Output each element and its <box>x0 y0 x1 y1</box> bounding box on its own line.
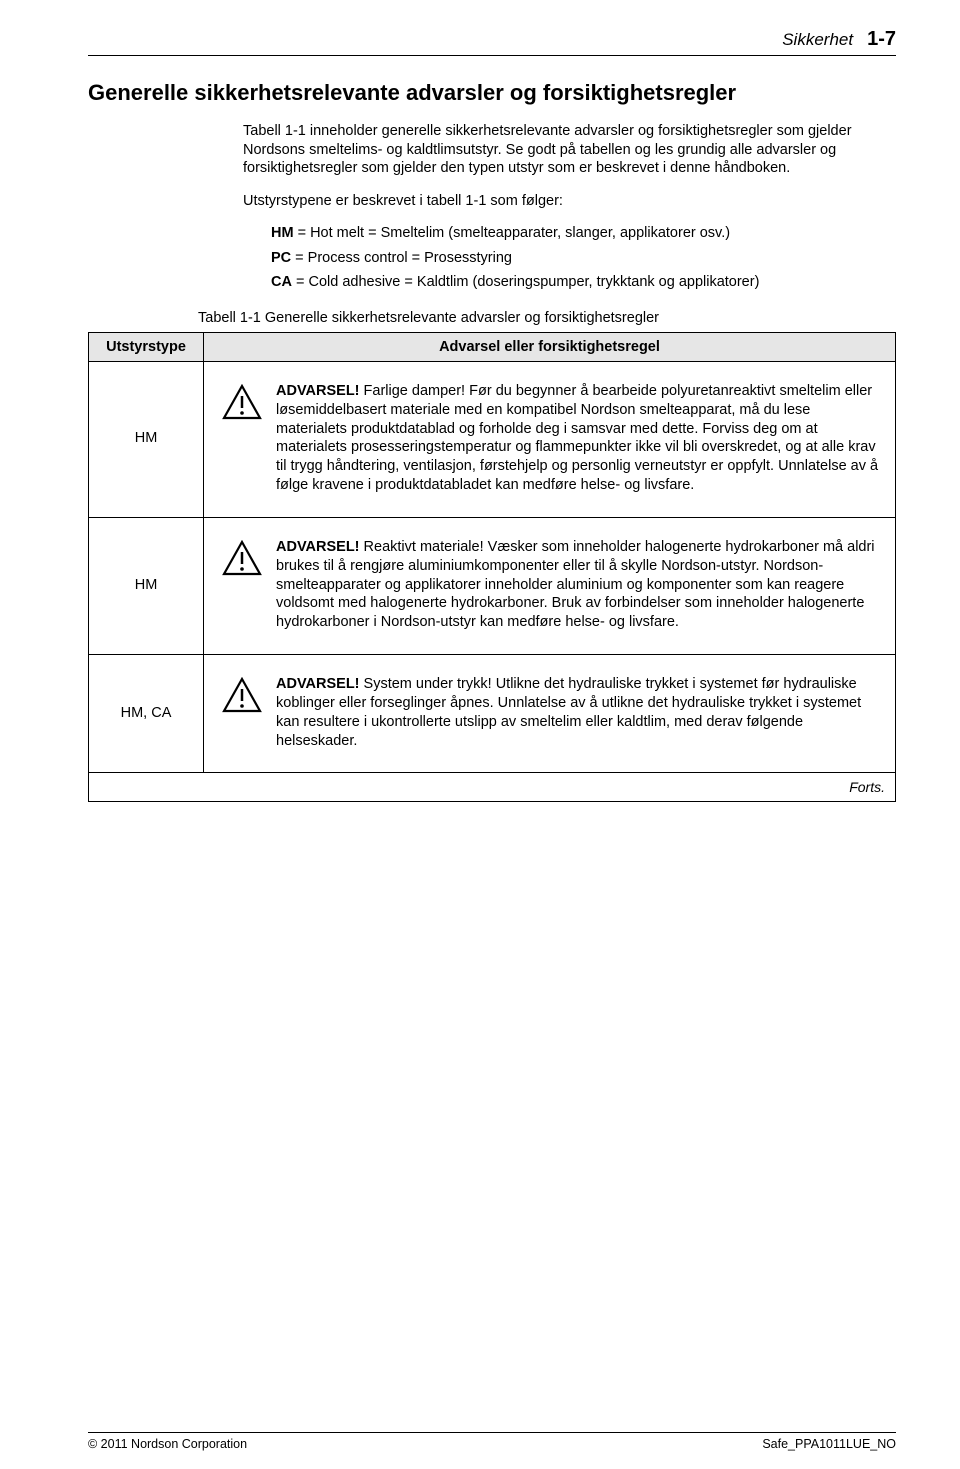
warning-text: ADVARSEL! Farlige damper! Før du begynne… <box>276 382 881 495</box>
warning-title: Farlige damper! <box>360 383 470 399</box>
warning-content: ADVARSEL! Farlige damper! Før du begynne… <box>218 382 881 495</box>
header-page-number: 1-7 <box>867 28 896 51</box>
definition-ca-text: = Cold adhesive = Kaldtlim (doseringspum… <box>292 274 759 290</box>
warning-lead: ADVARSEL! <box>276 676 360 692</box>
page: Sikkerhet 1-7 Generelle sikkerhetsreleva… <box>0 0 960 1469</box>
table-continued-cell: Forts. <box>89 773 896 802</box>
page-header: Sikkerhet 1-7 <box>88 28 896 56</box>
warning-icon <box>222 677 262 717</box>
warning-content: ADVARSEL! System under trykk! Utlikne de… <box>218 675 881 750</box>
warning-icon <box>222 384 262 424</box>
definition-pc: PC = Process control = Prosesstyring <box>271 249 896 268</box>
definition-hm: HM = Hot melt = Smeltelim (smelteapparat… <box>271 224 896 243</box>
warning-text: ADVARSEL! Reaktivt materiale! Væsker som… <box>276 538 881 632</box>
table-continued-row: Forts. <box>89 773 896 802</box>
intro-block: Tabell 1-1 inneholder generelle sikkerhe… <box>243 122 896 292</box>
intro-paragraph-2: Utstyrstypene er beskrevet i tabell 1-1 … <box>243 192 896 211</box>
warning-body: Før du begynner å bearbeide polyuretanre… <box>276 383 878 493</box>
definition-hm-label: HM <box>271 225 294 241</box>
intro-paragraph-1: Tabell 1-1 inneholder generelle sikkerhe… <box>243 122 896 178</box>
warning-icon <box>222 540 262 580</box>
footer-docid: Safe_PPA1011LUE_NO <box>762 1437 896 1451</box>
equipment-type-cell: HM <box>89 361 204 517</box>
definition-pc-text: = Process control = Prosesstyring <box>291 250 512 266</box>
definition-ca-label: CA <box>271 274 292 290</box>
table-row: HM, CA ADVARSEL! System under trykk! Utl… <box>89 655 896 773</box>
footer-copyright: © 2011 Nordson Corporation <box>88 1437 247 1451</box>
warnings-table: Utstyrstype Advarsel eller forsiktighets… <box>88 332 896 803</box>
header-section-name: Sikkerhet <box>782 30 853 50</box>
warning-lead: ADVARSEL! <box>276 539 360 555</box>
section-title: Generelle sikkerhetsrelevante advarsler … <box>88 80 896 106</box>
warning-cell: ADVARSEL! System under trykk! Utlikne de… <box>204 655 896 773</box>
definition-ca: CA = Cold adhesive = Kaldtlim (doserings… <box>271 273 896 292</box>
equipment-type-cell: HM <box>89 517 204 654</box>
warning-text: ADVARSEL! System under trykk! Utlikne de… <box>276 675 881 750</box>
warning-content: ADVARSEL! Reaktivt materiale! Væsker som… <box>218 538 881 632</box>
definition-pc-label: PC <box>271 250 291 266</box>
table-header-row: Utstyrstype Advarsel eller forsiktighets… <box>89 332 896 361</box>
warning-cell: ADVARSEL! Farlige damper! Før du begynne… <box>204 361 896 517</box>
page-footer: © 2011 Nordson Corporation Safe_PPA1011L… <box>88 1432 896 1451</box>
table-header-warning: Advarsel eller forsiktighetsregel <box>204 332 896 361</box>
definition-hm-text: = Hot melt = Smeltelim (smelteapparater,… <box>294 225 731 241</box>
table-row: HM ADVARSEL! Farlige damper! Før du begy… <box>89 361 896 517</box>
warning-lead: ADVARSEL! <box>276 383 360 399</box>
warning-cell: ADVARSEL! Reaktivt materiale! Væsker som… <box>204 517 896 654</box>
definitions-list: HM = Hot melt = Smeltelim (smelteapparat… <box>271 224 896 292</box>
warning-title: System under trykk! <box>360 676 496 692</box>
table-caption: Tabell 1-1 Generelle sikkerhetsrelevante… <box>198 310 896 326</box>
equipment-type-cell: HM, CA <box>89 655 204 773</box>
table-header-type: Utstyrstype <box>89 332 204 361</box>
warning-title: Reaktivt materiale! <box>360 539 488 555</box>
table-row: HM ADVARSEL! Reaktivt materiale! Væsker … <box>89 517 896 654</box>
